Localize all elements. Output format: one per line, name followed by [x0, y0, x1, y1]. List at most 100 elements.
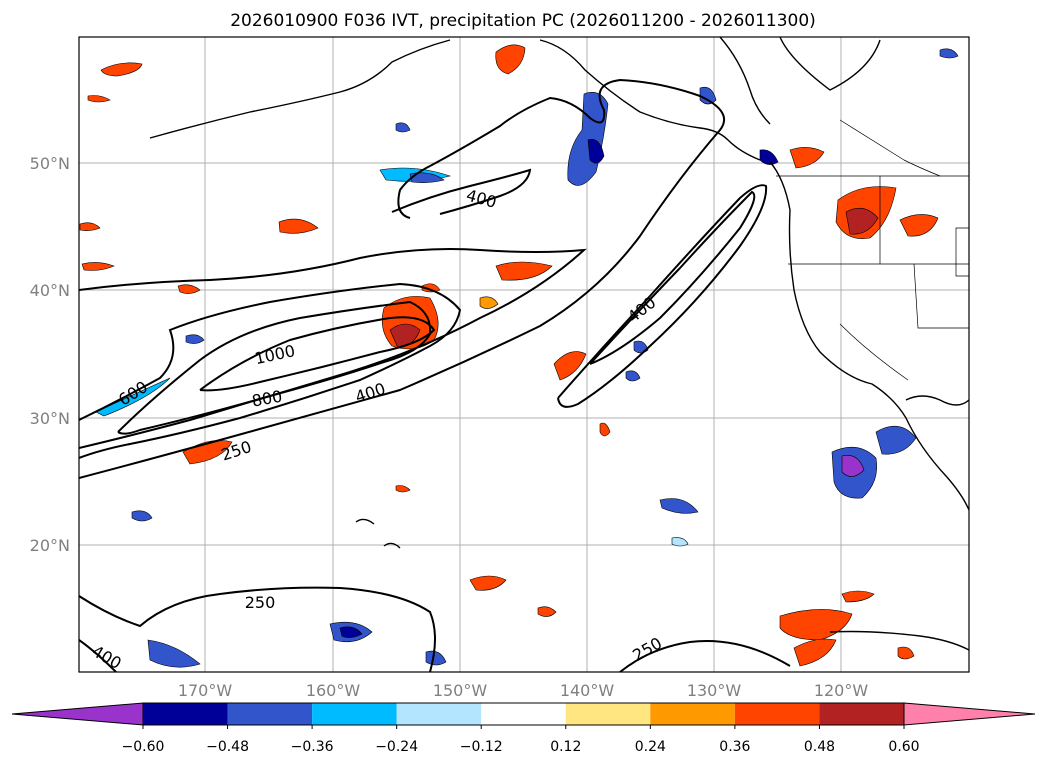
colorbar-segment	[734, 703, 820, 725]
colorbar-over-arrow	[903, 702, 1036, 726]
gridlines	[79, 37, 969, 672]
precip-blob	[131, 510, 153, 522]
precip-blob	[553, 351, 587, 381]
colorbar-segment	[396, 703, 482, 725]
precip-blob	[79, 222, 101, 231]
map-frame	[78, 36, 970, 673]
contour-label: 250	[245, 593, 276, 612]
coastline-hawaii	[355, 518, 401, 549]
precip-blob	[278, 218, 319, 234]
coastlines	[149, 37, 969, 651]
colorbar-segment	[565, 703, 651, 725]
border-state	[955, 227, 969, 277]
colorbar-tick-label: 0.12	[550, 739, 581, 755]
precip-blob-min	[841, 455, 865, 477]
precip-blob	[395, 122, 411, 133]
precip-blob	[659, 498, 699, 514]
lat-label-20n: 20°N	[30, 536, 70, 555]
precip-blob	[87, 95, 111, 103]
precip-negative-areas	[95, 48, 959, 668]
coastline-alaska-panhandle	[719, 37, 771, 125]
precip-blob	[479, 296, 499, 309]
precip-blob-strong	[587, 139, 605, 164]
border-state	[913, 263, 969, 329]
lon-label-130w: 130°W	[687, 681, 742, 700]
border-province	[839, 119, 941, 177]
longitude-axis: 170°W 160°W 150°W 140°W 130°W 120°W	[178, 681, 869, 700]
precip-blob	[100, 62, 143, 77]
ivt-contour-250-outer	[79, 78, 725, 479]
colorbar-segment	[650, 703, 735, 725]
coastline-mexico	[905, 395, 969, 406]
colorbar-tick-label: −0.36	[291, 739, 334, 755]
colorbar-segment	[481, 703, 566, 725]
precip-blob	[789, 147, 825, 169]
precip-blob	[793, 638, 837, 667]
map-background	[79, 37, 969, 672]
colorbar-segments	[142, 702, 905, 726]
coastline-central-america	[829, 630, 969, 651]
precip-blob-strong	[339, 626, 363, 638]
precip-blob	[899, 214, 939, 237]
precip-blob-strong	[845, 207, 879, 235]
ivt-contour-800	[199, 316, 436, 392]
lon-label-170w: 170°W	[178, 681, 233, 700]
lon-label-140w: 140°W	[560, 681, 615, 700]
colorbar-tick-label: −0.12	[460, 739, 503, 755]
colorbar-tick-label: 0.36	[719, 739, 750, 755]
coastline-west-coast	[769, 161, 969, 511]
map-panel: 400 400 1000 800 600 400 250 250 400 250	[78, 36, 970, 673]
precip-blob	[495, 261, 553, 281]
precip-blob	[81, 262, 115, 271]
precip-blob	[939, 48, 959, 59]
precip-blob	[671, 537, 689, 547]
colorbar-tick-label: 0.48	[804, 739, 835, 755]
precip-blob	[95, 377, 171, 417]
precip-blob	[625, 370, 641, 382]
ivt-contour-600-east	[589, 190, 756, 365]
lon-label-150w: 150°W	[433, 681, 488, 700]
ivt-contour-250-southeast	[619, 640, 791, 672]
colorbar-segment	[312, 703, 397, 725]
figure-title: 2026010900 F036 IVT, precipitation PC (2…	[230, 11, 816, 31]
precip-blob	[409, 172, 445, 183]
precip-blob	[495, 44, 526, 75]
precip-blob	[875, 425, 917, 455]
precip-blob	[395, 485, 411, 493]
colorbar-tick-label: 0.24	[635, 739, 666, 755]
colorbar-tick-label: −0.24	[375, 739, 418, 755]
ivt-contour-400	[79, 282, 462, 459]
ivt-contour-400-southwest	[79, 639, 117, 672]
precip-positive-areas	[79, 44, 939, 667]
precip-blob	[177, 284, 201, 294]
precip-blob	[699, 86, 717, 105]
lat-label-30n: 30°N	[30, 409, 70, 428]
ivt-contour-400-north	[391, 168, 532, 215]
border-state	[839, 323, 909, 381]
colorbar-under-arrow	[11, 702, 144, 726]
precip-blob	[185, 334, 205, 344]
colorbar-tick-label: −0.60	[122, 739, 165, 755]
ivt-contours	[79, 78, 791, 672]
colorbar-tick-label: −0.48	[206, 739, 249, 755]
colorbar-segment	[819, 703, 904, 725]
precip-blob	[469, 575, 507, 591]
precip-blob	[537, 606, 557, 617]
colorbar-tick-label: 0.60	[888, 739, 919, 755]
coastline-north	[779, 37, 881, 91]
lon-label-120w: 120°W	[814, 681, 869, 700]
lon-label-160w: 160°W	[306, 681, 361, 700]
precip-blob	[421, 283, 441, 293]
precip-blob	[897, 646, 915, 660]
ivt-contour-250-south	[79, 586, 436, 672]
lat-label-40n: 40°N	[30, 281, 70, 300]
coastline-gulf-of-alaska	[539, 39, 761, 161]
precip-blob	[841, 590, 875, 603]
latitude-axis: 50°N 40°N 30°N 20°N	[30, 154, 70, 555]
colorbar-ticks: −0.60 −0.48 −0.36 −0.24 −0.12 0.12 0.24 0.36 0.4…	[122, 725, 920, 755]
borders	[776, 119, 969, 381]
precip-blob	[599, 422, 611, 437]
colorbar: −0.60 −0.48 −0.36 −0.24 −0.12 0.12 0.24 0.36 0.4…	[11, 702, 1036, 755]
coastline-alaska-aleutian	[149, 39, 451, 139]
